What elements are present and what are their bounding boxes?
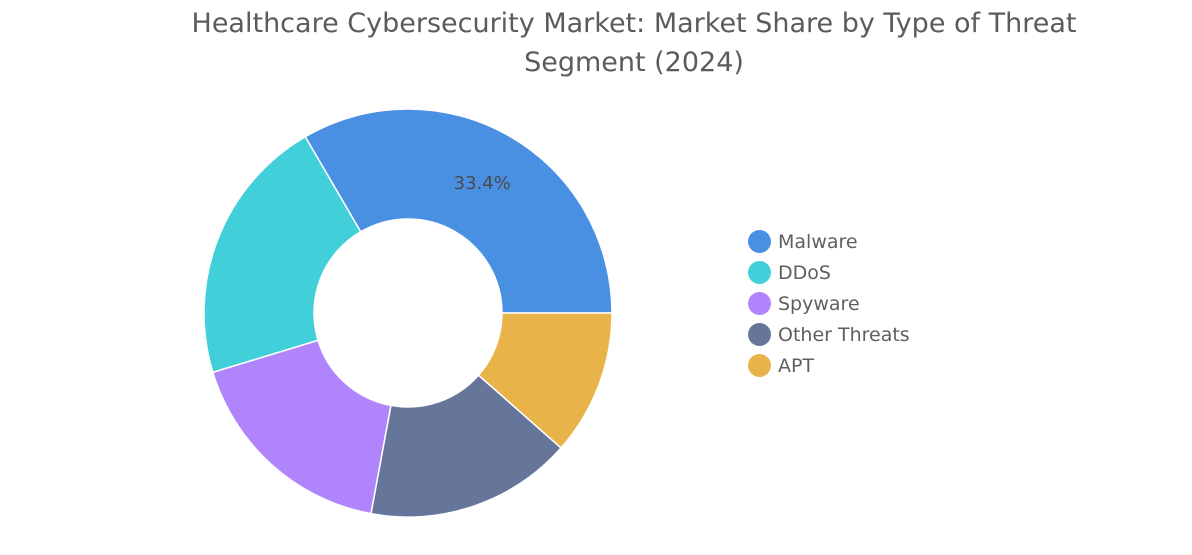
legend-item-malware[interactable]: Malware — [748, 226, 910, 257]
legend-item-other-threats[interactable]: Other Threats — [748, 319, 910, 350]
legend-swatch-spyware — [748, 292, 771, 315]
slice-spyware — [211, 339, 392, 515]
legend-item-spyware[interactable]: Spyware — [748, 288, 910, 319]
chart-legend: Malware DDoS Spyware Other Threats APT — [748, 226, 910, 381]
legend-item-apt[interactable]: APT — [748, 350, 910, 381]
data-label-malware: 33.4% — [454, 173, 511, 194]
slice-malware — [304, 108, 613, 314]
legend-swatch-other-threats — [748, 323, 771, 346]
legend-swatch-ddos — [748, 261, 771, 284]
slice-apt — [477, 312, 613, 449]
legend-label: Spyware — [778, 292, 860, 315]
legend-label: DDoS — [778, 261, 831, 284]
chart-title: Healthcare Cybersecurity Market: Market … — [191, 8, 1077, 78]
slice-other-threats — [370, 374, 563, 518]
legend-label: Malware — [778, 230, 858, 253]
legend-swatch-malware — [748, 230, 771, 253]
legend-swatch-apt — [748, 354, 771, 377]
legend-item-ddos[interactable]: DDoS — [748, 257, 910, 288]
legend-label: Other Threats — [778, 323, 910, 346]
legend-label: APT — [778, 354, 815, 377]
slice-ddos — [203, 135, 362, 374]
